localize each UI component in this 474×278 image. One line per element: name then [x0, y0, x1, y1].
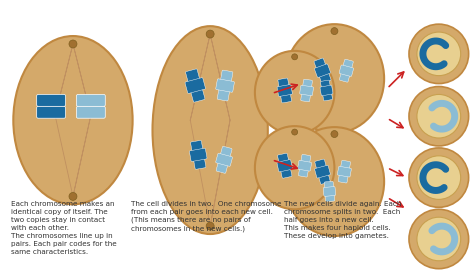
Ellipse shape — [409, 24, 469, 84]
Ellipse shape — [409, 209, 469, 269]
FancyBboxPatch shape — [278, 78, 292, 103]
FancyBboxPatch shape — [320, 80, 332, 101]
FancyBboxPatch shape — [190, 148, 207, 162]
Text: Each chromosome makes an
identical copy of itself. The
two copies stay in contac: Each chromosome makes an identical copy … — [11, 201, 117, 255]
Circle shape — [292, 129, 298, 135]
FancyBboxPatch shape — [185, 69, 205, 102]
Ellipse shape — [285, 127, 384, 236]
FancyBboxPatch shape — [216, 79, 234, 92]
Text: The new cells divide again. Each
chromosome splits in two.  Each
half goes into : The new cells divide again. Each chromos… — [284, 201, 401, 239]
Ellipse shape — [285, 24, 384, 133]
FancyBboxPatch shape — [338, 160, 351, 183]
FancyBboxPatch shape — [339, 65, 354, 76]
FancyBboxPatch shape — [76, 106, 105, 118]
FancyBboxPatch shape — [301, 79, 312, 102]
FancyBboxPatch shape — [298, 160, 311, 171]
Circle shape — [331, 28, 338, 34]
FancyBboxPatch shape — [277, 160, 292, 172]
Ellipse shape — [255, 51, 335, 134]
Ellipse shape — [409, 86, 469, 146]
Ellipse shape — [13, 36, 133, 204]
FancyBboxPatch shape — [36, 106, 65, 118]
FancyBboxPatch shape — [314, 58, 331, 83]
Ellipse shape — [417, 32, 461, 76]
FancyBboxPatch shape — [324, 181, 335, 202]
Ellipse shape — [255, 126, 335, 209]
Ellipse shape — [153, 26, 268, 234]
Circle shape — [331, 131, 338, 138]
FancyBboxPatch shape — [323, 187, 336, 196]
Circle shape — [206, 30, 214, 38]
Ellipse shape — [417, 156, 461, 199]
FancyBboxPatch shape — [314, 64, 330, 78]
FancyBboxPatch shape — [216, 146, 232, 173]
FancyBboxPatch shape — [300, 85, 313, 96]
FancyBboxPatch shape — [191, 140, 206, 169]
FancyBboxPatch shape — [217, 70, 233, 101]
Ellipse shape — [417, 95, 461, 138]
FancyBboxPatch shape — [315, 165, 330, 178]
FancyBboxPatch shape — [315, 159, 330, 184]
FancyBboxPatch shape — [299, 154, 311, 177]
Ellipse shape — [417, 217, 461, 261]
Circle shape — [69, 40, 77, 48]
FancyBboxPatch shape — [339, 59, 353, 82]
FancyBboxPatch shape — [36, 95, 65, 106]
FancyBboxPatch shape — [76, 95, 105, 106]
Circle shape — [206, 222, 214, 230]
Circle shape — [292, 54, 298, 60]
Ellipse shape — [409, 148, 469, 207]
FancyBboxPatch shape — [278, 153, 292, 178]
FancyBboxPatch shape — [216, 153, 232, 166]
FancyBboxPatch shape — [337, 166, 351, 177]
Circle shape — [69, 192, 77, 200]
FancyBboxPatch shape — [277, 85, 292, 96]
Text: The cell divides in two.  One chromosome
from each pair goes into each new cell.: The cell divides in two. One chromosome … — [131, 201, 282, 232]
FancyBboxPatch shape — [320, 85, 333, 96]
FancyBboxPatch shape — [185, 78, 205, 93]
